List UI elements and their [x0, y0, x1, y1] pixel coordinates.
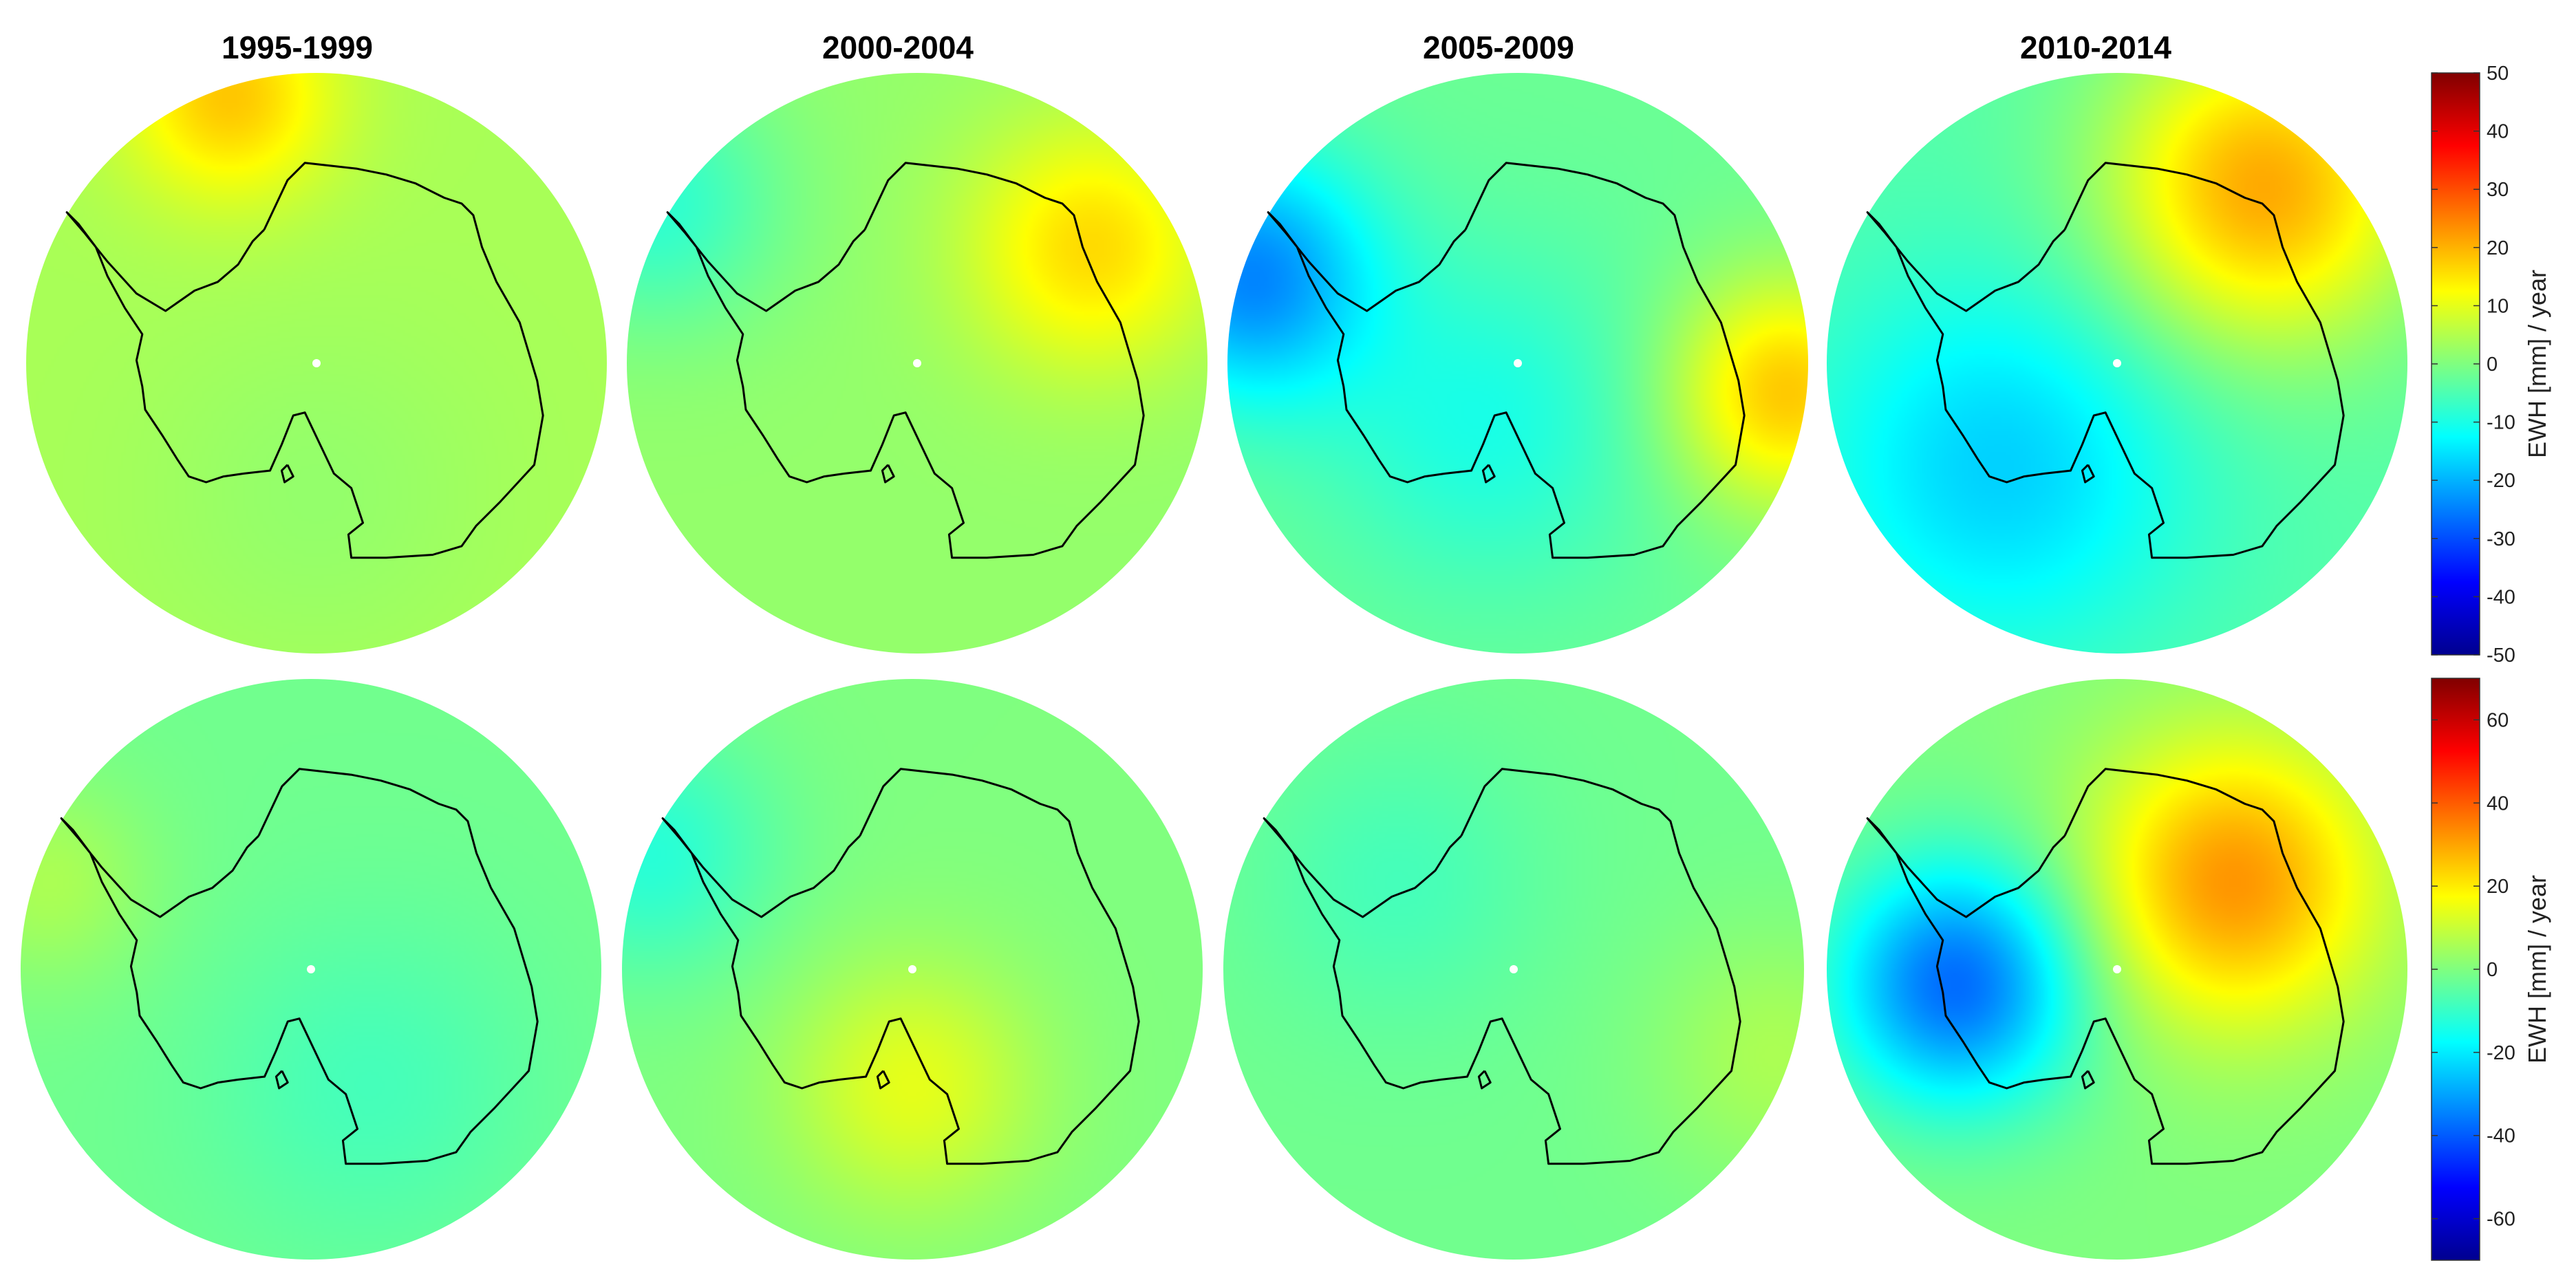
colorbar-tick-label: -30: [2487, 528, 2515, 550]
colorbar-tick-label: 10: [2487, 295, 2509, 317]
colorbar-tick-label: 20: [2487, 237, 2509, 259]
period-title-2000-2004: 2000-2004: [822, 30, 974, 65]
colorbar-tick-label: 60: [2487, 709, 2509, 731]
map-panel-top-2005-2009: [1227, 73, 1808, 654]
antarctica-coastline: [1267, 162, 1746, 559]
colorbar-bottom-label: EWH [mm] / year: [2523, 875, 2551, 1063]
period-title-1995-1999: 1995-1999: [222, 30, 373, 65]
south-pole-marker: [312, 359, 321, 367]
south-pole-marker: [908, 965, 916, 973]
map-panel-top-2000-2004: [627, 73, 1208, 654]
colorbar-tick-label: 0: [2487, 959, 2498, 981]
colorbar-tick-label: 0: [2487, 354, 2498, 376]
colorbar-tick-label: -10: [2487, 412, 2515, 434]
colorbar-tick-label: 30: [2487, 179, 2509, 201]
map-panel-bottom-1995-1999: [21, 679, 601, 1260]
colorbar-tick-label: 50: [2487, 63, 2509, 85]
period-title-2010-2014: 2010-2014: [2020, 30, 2171, 65]
maps-row-bottom: [21, 679, 2407, 1260]
island-outline: [2081, 1070, 2095, 1090]
maps-row-top: [26, 73, 2407, 654]
island-outline: [1477, 1070, 1492, 1090]
period-title-2005-2009: 2005-2009: [1423, 30, 1574, 65]
map-panel-top-2010-2014: [1827, 73, 2407, 654]
antarctica-coastline: [1866, 768, 2345, 1165]
colorbar-tick-label: 20: [2487, 876, 2509, 898]
south-pole-marker: [1514, 359, 1522, 367]
island-outline: [2081, 464, 2095, 484]
island-outline: [881, 464, 895, 484]
colorbar-tick-label: -20: [2487, 1042, 2515, 1064]
map-panel-bottom-2000-2004: [622, 679, 1203, 1260]
colorbar-bottom: 60 40 20 0 -20 -40 -60 EWH [mm] / year: [2431, 678, 2551, 1261]
map-panel-bottom-2010-2014: [1827, 679, 2407, 1260]
map-panel-bottom-2005-2009: [1223, 679, 1804, 1260]
colorbar-top: 50 40 30 20 10 0 -10 -20 -30 -40 -50 EWH [mm] / ye…: [2431, 63, 2551, 667]
colorbar-tick-label: 40: [2487, 792, 2509, 814]
colorbar-tick-label: -40: [2487, 1125, 2515, 1147]
colorbar-top-label: EWH [mm] / year: [2523, 270, 2551, 458]
south-pole-marker: [2113, 359, 2121, 367]
colorbar-tick-label: -20: [2487, 470, 2515, 492]
antarctica-coastline: [65, 162, 544, 559]
antarctica-coastline: [666, 162, 1145, 559]
colorbar-bottom-ramp: [2431, 678, 2480, 1261]
antarctica-coastline: [60, 768, 539, 1165]
colorbar-tick-label: 40: [2487, 121, 2509, 143]
island-outline: [275, 1070, 289, 1090]
map-panel-top-1995-1999: [26, 73, 607, 654]
antarctica-coastline: [661, 768, 1140, 1165]
antarctica-coastline: [1263, 768, 1741, 1165]
colorbar-tick-label: -40: [2487, 586, 2515, 608]
south-pole-marker: [1510, 965, 1518, 973]
island-outline: [1481, 464, 1496, 484]
island-outline: [280, 464, 294, 484]
south-pole-marker: [913, 359, 921, 367]
south-pole-marker: [2113, 965, 2121, 973]
south-pole-marker: [307, 965, 315, 973]
colorbar-top-ramp: [2431, 72, 2480, 656]
island-outline: [876, 1070, 890, 1090]
colorbar-tick-label: -60: [2487, 1209, 2515, 1231]
antarctica-coastline: [1866, 162, 2345, 559]
colorbar-tick-label: -50: [2487, 645, 2515, 667]
